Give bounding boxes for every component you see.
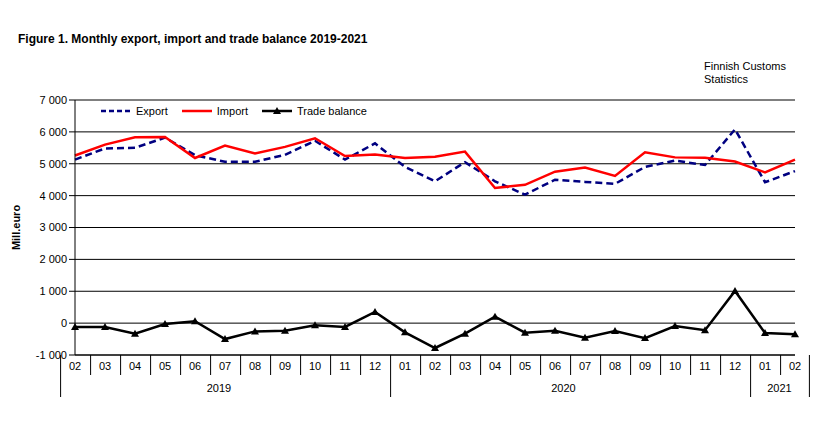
svg-text:3 000: 3 000 (39, 221, 67, 233)
svg-text:02: 02 (69, 360, 81, 372)
svg-text:2020: 2020 (551, 382, 575, 394)
html-text:Figure 1. Monthly export, impo: Figure 1. Monthly export, import and tra… (18, 32, 368, 46)
svg-text:07: 07 (579, 360, 591, 372)
svg-text:03: 03 (459, 360, 471, 372)
svg-text:06: 06 (189, 360, 201, 372)
html-text:Export: Export (136, 105, 168, 117)
svg-text:06: 06 (549, 360, 561, 372)
html-text:Trade balance: Trade balance (297, 105, 367, 117)
svg-text:04: 04 (129, 360, 141, 372)
html-text:Import: Import (216, 105, 248, 117)
svg-text:10: 10 (309, 360, 321, 372)
svg-text:5 000: 5 000 (39, 158, 67, 170)
svg-text:02: 02 (789, 360, 801, 372)
svg-text:-1 000: -1 000 (36, 349, 67, 361)
html-text:Finnish Customs Statistics: Finnish Customs Statistics (704, 60, 786, 85)
svg-text:11: 11 (699, 360, 710, 372)
svg-text:6 000: 6 000 (39, 126, 67, 138)
svg-text:12: 12 (369, 360, 381, 372)
svg-text:04: 04 (489, 360, 501, 372)
svg-text:2021: 2021 (767, 382, 791, 394)
svg-text:Mill.euro: Mill.euro (10, 205, 22, 251)
svg-text:05: 05 (159, 360, 171, 372)
svg-text:7 000: 7 000 (39, 94, 67, 106)
svg-text:01: 01 (399, 360, 411, 372)
svg-text:07: 07 (219, 360, 231, 372)
svg-text:10: 10 (669, 360, 681, 372)
svg-text:0: 0 (61, 317, 67, 329)
svg-text:09: 09 (639, 360, 651, 372)
svg-text:02: 02 (429, 360, 441, 372)
svg-text:08: 08 (609, 360, 621, 372)
svg-text:2019: 2019 (207, 382, 231, 394)
svg-text:11: 11 (339, 360, 350, 372)
svg-text:12: 12 (729, 360, 741, 372)
svg-text:09: 09 (279, 360, 291, 372)
svg-text:08: 08 (249, 360, 261, 372)
svg-text:01: 01 (759, 360, 771, 372)
svg-text:05: 05 (519, 360, 531, 372)
svg-text:4 000: 4 000 (39, 190, 67, 202)
svg-text:1 000: 1 000 (39, 285, 67, 297)
svg-text:2 000: 2 000 (39, 253, 67, 265)
svg-text:03: 03 (99, 360, 111, 372)
